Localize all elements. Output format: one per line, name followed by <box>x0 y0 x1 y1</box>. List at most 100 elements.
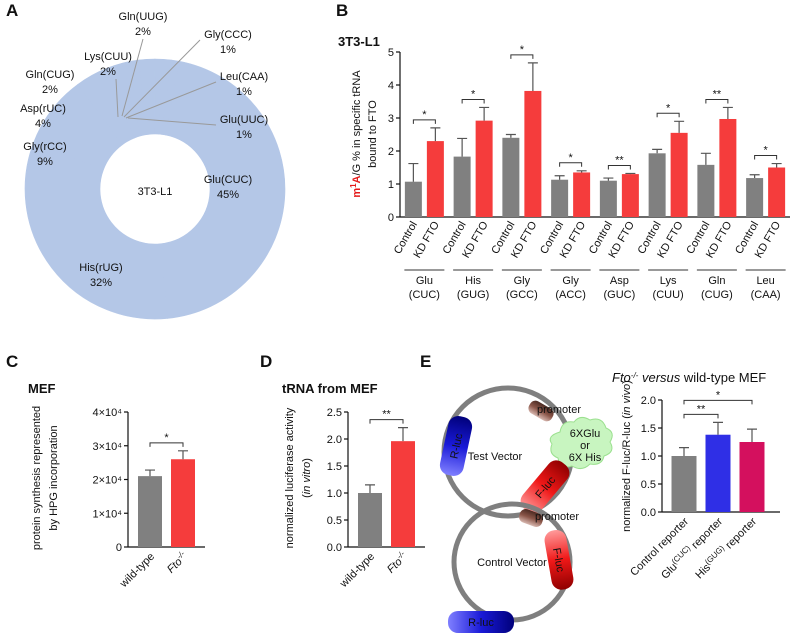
error-bar <box>722 106 733 119</box>
error-bar <box>652 148 663 154</box>
plasmid-diagram: promoter Control Vector F-luc R-luc <box>448 501 579 633</box>
slice-label: Glu(UUC) <box>220 114 268 126</box>
y-tick-label: 2 <box>388 146 394 158</box>
slice-value: 4% <box>35 118 51 130</box>
y-tick-label: 5 <box>388 47 394 59</box>
error-bar <box>408 162 419 182</box>
x-tick-label: Gln <box>708 275 725 287</box>
text-part: by HPG incorporation <box>48 425 60 530</box>
text-part: -/- <box>175 549 187 561</box>
significance-bracket <box>510 54 534 59</box>
significance-label: * <box>763 145 768 157</box>
diagram-label: promoter <box>537 404 581 416</box>
bar <box>768 167 786 217</box>
text-part: ( <box>301 494 313 498</box>
y-axis-label: (in vitro) <box>301 458 313 498</box>
y-tick-label: 1×10⁴ <box>92 508 122 520</box>
error-bar <box>398 427 408 442</box>
leader-line <box>127 117 217 126</box>
significance-bracket <box>559 162 583 167</box>
y-tick-label: 4×10⁴ <box>92 407 122 419</box>
y-tick-label: 2×10⁴ <box>92 475 122 487</box>
y-tick-label: 2.5 <box>327 407 342 419</box>
bar <box>426 141 444 217</box>
text-part: Fto <box>612 370 631 385</box>
significance-label: * <box>568 152 573 164</box>
y-tick-label: 1.5 <box>641 423 656 435</box>
panel-letter: B <box>336 1 348 20</box>
bar <box>573 172 591 217</box>
slice-label: Gly(rCC) <box>23 141 66 153</box>
significance-label: * <box>422 109 427 121</box>
chart-title: 3T3-L1 <box>338 34 380 49</box>
significance-bracket <box>683 399 753 405</box>
leader-line <box>121 38 144 117</box>
slice-value: 2% <box>100 66 116 78</box>
x-tick-label: Lys <box>660 275 677 287</box>
slice-label: Gln(UUG) <box>119 11 168 23</box>
x-tick-label: wild-type <box>337 551 377 591</box>
promoter-box <box>519 509 543 527</box>
text-part: wild-type MEF <box>680 370 766 385</box>
error-bar <box>365 484 375 493</box>
slice-label: Leu(CAA) <box>220 71 268 83</box>
bar <box>705 434 731 512</box>
significance-label: * <box>164 432 169 444</box>
panel-letter: A <box>6 1 18 20</box>
error-bar <box>713 421 723 435</box>
bar <box>453 156 471 217</box>
text-part: versus <box>638 370 680 385</box>
f-luc-box <box>520 460 570 514</box>
y-tick-label: 3 <box>388 113 394 125</box>
y-axis-label: bound to FTO <box>367 100 379 168</box>
diagram-label: or <box>580 440 590 452</box>
y-axis-label: protein synthesis represented <box>31 406 43 550</box>
slice-label: His(rUG) <box>79 262 122 274</box>
text-part: m <box>351 188 363 198</box>
y-tick-label: 3×10⁴ <box>92 441 122 453</box>
x-tick-label: Fto-/- <box>383 549 410 576</box>
bar <box>524 90 542 217</box>
diagram-label: Test Vector <box>468 451 523 463</box>
center-label: 3T3-L1 <box>138 186 173 198</box>
error-bar <box>145 469 155 477</box>
significance-label: ** <box>713 88 722 100</box>
text-part: wild-type <box>117 551 157 591</box>
y-tick-label: 0.0 <box>327 542 342 554</box>
diagram-label: 6X His <box>569 452 602 464</box>
slice-label: Glu(CUC) <box>204 174 252 186</box>
significance-bracket <box>683 413 719 419</box>
significance-label: * <box>716 389 721 401</box>
error-bar <box>430 127 441 142</box>
y-tick-label: 0.5 <box>327 515 342 527</box>
significance-label: ** <box>615 154 624 166</box>
text-part: wild-type <box>337 551 377 591</box>
slice-value: 2% <box>42 84 58 96</box>
text-part: -/- <box>395 549 407 561</box>
x-tick-label: (CAA) <box>751 289 781 301</box>
slice-label: Gln(CUG) <box>26 69 75 81</box>
error-bar <box>749 174 760 179</box>
x-tick-label: Gly <box>514 275 531 287</box>
y-axis-label: normalized F-luc/R-luc (in vivo) <box>621 380 633 532</box>
diagram-label: F-luc <box>550 547 566 574</box>
x-tick-label: wild-type <box>117 551 157 591</box>
text-part: ) <box>621 380 633 384</box>
diagram-label: Control Vector <box>477 557 547 569</box>
bar <box>358 493 382 547</box>
x-tick-label: Gly <box>562 275 579 287</box>
error-bar <box>674 120 685 133</box>
bar <box>404 181 422 217</box>
diagram-label: R-luc <box>448 432 465 460</box>
bar <box>138 476 162 547</box>
error-bar <box>603 177 614 181</box>
significance-bracket <box>412 119 436 124</box>
x-tick-label: (CUC) <box>409 289 440 301</box>
y-tick-label: 4 <box>388 80 394 92</box>
x-tick-label: Glu <box>416 275 433 287</box>
y-axis-label: normalized luciferase activity <box>284 407 296 548</box>
significance-bracket <box>754 155 778 160</box>
slice-value: 2% <box>135 26 151 38</box>
slice-value: 32% <box>90 277 112 289</box>
donut-slice <box>24 142 168 320</box>
